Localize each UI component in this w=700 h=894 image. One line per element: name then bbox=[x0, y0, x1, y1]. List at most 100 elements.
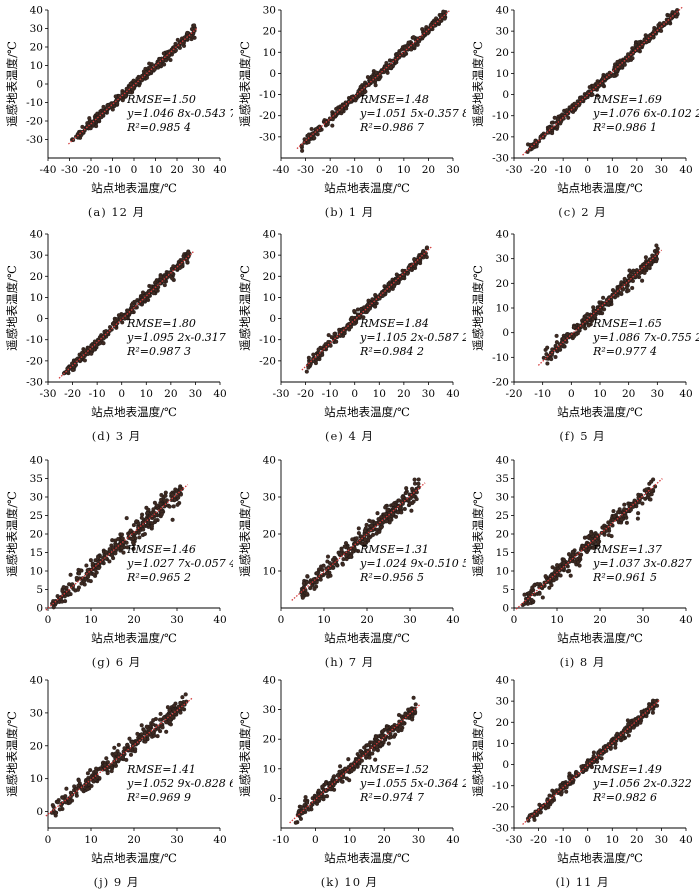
data-point bbox=[626, 288, 631, 293]
r2-label: R²=0.969 9 bbox=[126, 791, 191, 804]
data-point bbox=[626, 58, 631, 63]
x-tick-label: 0 bbox=[511, 614, 518, 626]
data-point bbox=[350, 537, 355, 542]
data-point bbox=[408, 707, 413, 712]
data-point bbox=[170, 492, 175, 497]
data-point bbox=[586, 323, 591, 328]
data-point bbox=[170, 276, 175, 281]
fit-equation: y=1.024 9x-0.510 5 bbox=[359, 557, 466, 570]
data-point bbox=[122, 746, 127, 751]
data-point bbox=[625, 718, 630, 723]
scatter-plot: 0 10 20 30 40 0 5 10 15 20 25 30 35 40 站点地表温度/℃ 遥感地表温度/… bbox=[5, 455, 233, 646]
y-axis-title: 遥感地表温度/℃ bbox=[5, 41, 19, 127]
data-point bbox=[305, 574, 310, 579]
y-tick-label: -20 bbox=[492, 377, 509, 389]
x-tick-label: -10 bbox=[104, 164, 121, 176]
data-point bbox=[657, 21, 662, 26]
data-point bbox=[356, 526, 361, 531]
x-tick-label: 20 bbox=[170, 164, 183, 176]
data-point bbox=[393, 732, 398, 737]
data-point bbox=[585, 535, 590, 540]
data-point bbox=[409, 47, 414, 52]
data-point bbox=[192, 23, 197, 28]
rmse-label: RMSE=1.41 bbox=[126, 763, 196, 776]
scatter-plot: -40 -30 -20 -10 0 10 20 30 40 -30 -20 -10 0 10 20 30 40 站… bbox=[5, 5, 233, 196]
data-point bbox=[564, 108, 569, 113]
x-tick-label: 10 bbox=[373, 388, 386, 400]
data-point bbox=[567, 568, 572, 573]
data-point bbox=[572, 325, 577, 330]
fit-equation: y=1.037 3x-0.827 bbox=[592, 557, 692, 570]
r2-label: R²=0.974 7 bbox=[359, 791, 424, 804]
data-point bbox=[170, 715, 175, 720]
data-point bbox=[566, 115, 571, 120]
y-tick-label: 20 bbox=[30, 740, 43, 752]
y-axis-title: 遥感地表温度/℃ bbox=[238, 491, 252, 577]
data-point bbox=[128, 748, 133, 753]
data-point bbox=[116, 536, 121, 542]
data-point bbox=[107, 559, 112, 564]
data-point bbox=[428, 23, 433, 28]
scatter-plot: -30 -20 -10 0 10 20 30 40 -30 -20 -10 0 10 20 30 40 站点地表… bbox=[5, 229, 227, 420]
data-point bbox=[142, 531, 147, 537]
scatter-plot: -20 -10 0 10 20 30 40 -20 -10 0 10 20 30 40 站点地表温度/℃ 遥感… bbox=[471, 229, 699, 420]
x-tick-label: -20 bbox=[83, 164, 100, 176]
data-point bbox=[595, 93, 600, 98]
y-tick-label: -30 bbox=[26, 134, 43, 146]
x-axis-title: 站点地表温度/℃ bbox=[91, 631, 177, 645]
x-tick-label: -20 bbox=[506, 388, 523, 400]
data-point bbox=[178, 710, 183, 715]
data-point bbox=[183, 692, 188, 697]
y-tick-label: 15 bbox=[496, 547, 509, 559]
data-point bbox=[561, 336, 566, 341]
x-tick-label: 40 bbox=[213, 834, 226, 846]
data-point bbox=[362, 745, 367, 750]
data-point bbox=[373, 292, 378, 298]
x-axis-title: 站点地表温度/℃ bbox=[557, 405, 643, 419]
panel-caption: (k) 10 月 bbox=[320, 875, 379, 889]
data-point bbox=[356, 531, 361, 536]
data-point bbox=[577, 327, 582, 333]
x-tick-label: 0 bbox=[376, 164, 383, 176]
y-axis-title: 遥感地表温度/℃ bbox=[5, 265, 19, 351]
data-point bbox=[89, 351, 94, 356]
data-point bbox=[632, 718, 637, 723]
data-point bbox=[399, 510, 404, 515]
y-tick-label: 20 bbox=[263, 529, 276, 541]
data-point bbox=[70, 367, 75, 373]
data-point bbox=[619, 290, 624, 296]
data-point bbox=[634, 268, 639, 273]
data-point bbox=[144, 724, 149, 729]
x-tick-label: -10 bbox=[273, 834, 290, 846]
data-point bbox=[411, 494, 416, 499]
r2-label: R²=0.986 7 bbox=[359, 121, 424, 134]
x-tick-label: 20 bbox=[164, 388, 177, 400]
data-point bbox=[315, 571, 320, 576]
data-point bbox=[354, 94, 359, 99]
data-point bbox=[303, 795, 308, 800]
data-point bbox=[601, 295, 606, 300]
x-tick-label: 40 bbox=[679, 388, 692, 400]
y-tick-label: -20 bbox=[26, 116, 43, 128]
data-point bbox=[75, 587, 81, 592]
y-tick-label: 10 bbox=[496, 303, 509, 315]
data-point bbox=[599, 756, 604, 761]
data-point bbox=[390, 512, 396, 517]
data-point bbox=[131, 546, 136, 551]
fit-equation: y=1.056 2x-0.322 bbox=[592, 777, 692, 790]
x-tick-label: 10 bbox=[593, 388, 606, 400]
scatter-plot: 0 10 20 30 40 0 10 20 30 40 站点地表温度/℃ 遥感地表温度/℃ RMSE=1… bbox=[5, 675, 233, 866]
data-point bbox=[602, 307, 607, 312]
data-point bbox=[304, 591, 309, 596]
data-point bbox=[636, 511, 641, 516]
y-tick-label: 5 bbox=[502, 584, 509, 596]
data-point bbox=[611, 509, 616, 514]
data-point bbox=[141, 527, 146, 532]
data-point bbox=[111, 321, 116, 326]
y-tick-label: -20 bbox=[492, 131, 509, 143]
data-point bbox=[655, 251, 660, 256]
data-point bbox=[384, 60, 389, 66]
data-point bbox=[642, 270, 647, 275]
data-point bbox=[415, 42, 420, 47]
data-point bbox=[592, 314, 597, 319]
